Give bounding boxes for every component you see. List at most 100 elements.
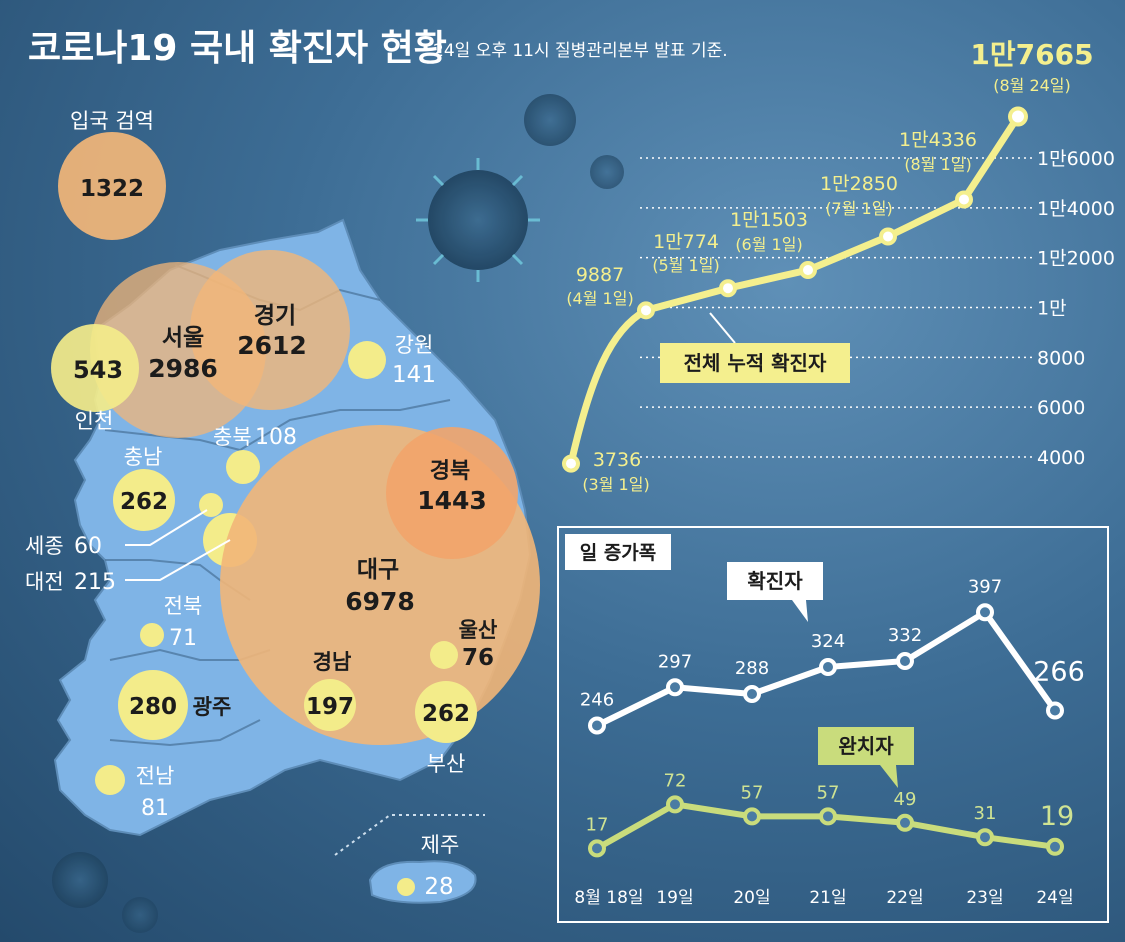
daily-confirmed-point	[819, 658, 837, 676]
gyeonggi-name: 경기	[254, 303, 296, 329]
daily-panel-title: 일 증가폭	[580, 542, 657, 564]
jeonnam-name: 전남	[136, 764, 175, 788]
cum-value-label: 1만774	[653, 231, 719, 253]
region-bubbles	[51, 132, 540, 896]
cum-value-label: 1만7665	[970, 38, 1093, 71]
cum-data-point	[879, 227, 897, 246]
gyeongnam-name: 경남	[313, 650, 352, 674]
daily-chart: 246 297 288 324 332 397 266 17 72 57 57 49 31 19 확진자완치…	[574, 562, 1085, 908]
daily-recovered-point	[976, 828, 994, 847]
daily-recovered-point	[666, 795, 684, 814]
bubble-chungnam	[113, 469, 175, 531]
daily-recovered-value: 57	[741, 782, 764, 803]
gangwon-name: 강원	[395, 333, 434, 357]
busan-name: 부산	[427, 752, 466, 776]
busan-value: 262	[422, 701, 470, 727]
cum-data-point	[562, 454, 580, 473]
cum-date-label: (8월 1일)	[904, 155, 971, 174]
virus-decoration-icon	[52, 94, 624, 933]
cum-value-label: 1만4336	[899, 129, 977, 151]
daily-recovered-point	[819, 807, 837, 826]
cum-data-point	[1008, 106, 1028, 127]
daily-confirmed-value: 266	[1033, 657, 1085, 688]
ulsan-name: 울산	[459, 618, 498, 642]
ulsan-value: 76	[462, 645, 494, 671]
daily-x-tick-label: 19일	[656, 888, 693, 908]
chungnam-value: 262	[120, 489, 168, 515]
cum-date-label: (4월 1일)	[566, 289, 633, 308]
daily-confirmed-point	[666, 678, 684, 697]
daily-x-tick-label: 24일	[1036, 888, 1073, 908]
bubble-jeonbuk	[140, 623, 164, 647]
daily-recovered-point	[588, 839, 606, 858]
cum-value-label: 1만1503	[730, 209, 808, 231]
jeju-name: 제주	[421, 833, 460, 857]
cum-y-tick-label: 8000	[1037, 347, 1085, 369]
gangwon-value: 141	[392, 362, 436, 388]
daily-recovered-value: 49	[894, 789, 917, 810]
seoul-value: 2986	[148, 354, 218, 383]
jeju-value: 28	[424, 874, 453, 900]
jeonbuk-name: 전북	[164, 594, 203, 618]
region-labels: 입국 검역 1322 서울 2986 경기 2612 543 인천 강원 141…	[25, 109, 497, 900]
chungbuk-name: 충북	[213, 425, 252, 449]
incheon-value: 543	[73, 356, 123, 384]
daily-x-tick-label: 22일	[886, 888, 923, 908]
daily-confirmed-point	[896, 652, 914, 670]
daejeon-name: 대전	[25, 570, 64, 594]
gyeongbuk-value: 1443	[417, 486, 487, 515]
daegu-name: 대구	[357, 557, 399, 583]
daily-recovered-value: 17	[586, 814, 609, 835]
cum-y-tick-label: 6000	[1037, 397, 1085, 419]
cum-date-label: (5월 1일)	[652, 256, 719, 275]
gwangju-value: 280	[129, 694, 177, 720]
cum-value-label: 1만2850	[820, 173, 898, 195]
bubble-ulsan	[430, 641, 458, 669]
daily-recovered-value: 19	[1040, 801, 1074, 832]
jeonnam-value: 81	[141, 796, 169, 821]
jeju-inset-border	[334, 814, 485, 856]
daily-confirmed-legend-pointer	[792, 600, 808, 622]
cum-y-tick-label: 1만	[1037, 298, 1067, 320]
cum-legend-box	[660, 343, 850, 383]
daily-confirmed-value: 332	[888, 625, 922, 646]
bubble-chungbuk	[226, 450, 260, 484]
cum-series-line	[567, 114, 1021, 465]
daily-x-tick-label: 21일	[809, 888, 846, 908]
daily-recovered-value: 72	[664, 770, 687, 791]
bubble-gyeongnam	[304, 679, 356, 731]
bubble-entry	[58, 132, 166, 240]
daily-confirmed-point	[743, 685, 761, 703]
cum-date-label: (6월 1일)	[735, 235, 802, 254]
daejeon-value: 215	[74, 570, 116, 595]
leader-lines	[125, 509, 231, 581]
cum-y-tick-label: 1만6000	[1037, 148, 1115, 170]
cum-date-label: (3월 1일)	[582, 475, 649, 494]
entry-value: 1322	[80, 176, 144, 202]
daily-recovered-value: 57	[817, 782, 840, 803]
chungnam-name: 충남	[124, 445, 163, 469]
daily-panel	[557, 526, 1109, 923]
daily-recovered-legend-box	[818, 727, 914, 765]
sejong-name: 세종	[25, 534, 64, 558]
bubble-jeju	[397, 878, 415, 896]
gyeongbuk-name: 경북	[430, 459, 470, 484]
daily-confirmed-legend-label: 확진자	[747, 569, 803, 593]
bubble-gyeonggi	[190, 250, 350, 410]
cumulative-chart: 4000 6000 8000 1만 1만2000 1만4000 1만6000 3736 (3월 …	[562, 38, 1115, 494]
daily-confirmed-point	[976, 603, 994, 622]
daily-panel-title-bg	[565, 534, 671, 570]
bubble-incheon	[51, 324, 139, 412]
daily-recovered-point	[896, 813, 914, 832]
gyeongnam-value: 197	[306, 694, 354, 720]
cum-y-tick-label: 1만4000	[1037, 198, 1115, 220]
cum-data-point	[955, 190, 973, 209]
cum-legend-label: 전체 누적 확진자	[684, 351, 827, 375]
chungbuk-value: 108	[255, 425, 297, 450]
bubble-gwangju	[118, 670, 188, 740]
daily-x-tick-label: 23일	[966, 888, 1003, 908]
daily-recovered-point	[1046, 837, 1064, 856]
cum-value-label: 9887	[576, 264, 624, 286]
